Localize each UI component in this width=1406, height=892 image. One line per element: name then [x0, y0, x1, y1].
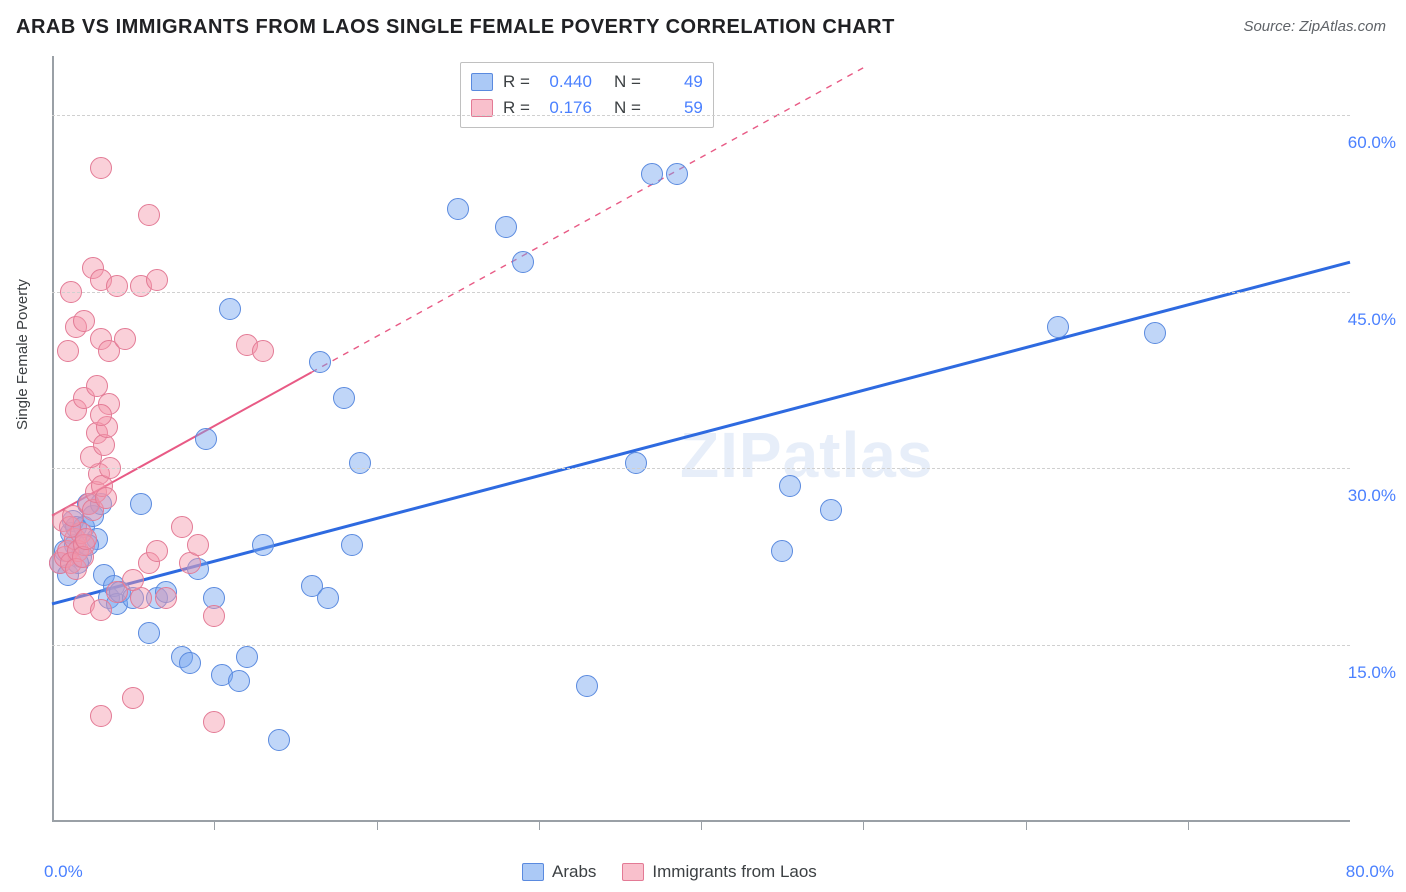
scatter-point-arabs [1047, 316, 1069, 338]
scatter-point-arabs [820, 499, 842, 521]
legend-stats-row-1: R = 0.176 N = 59 [471, 95, 703, 121]
scatter-point-laos [122, 687, 144, 709]
scatter-point-arabs [1144, 322, 1166, 344]
chart-header: ARAB VS IMMIGRANTS FROM LAOS SINGLE FEMA… [0, 0, 1406, 48]
scatter-point-arabs [219, 298, 241, 320]
scatter-point-laos [114, 328, 136, 350]
x-tick-mark [701, 822, 702, 830]
x-tick-mark [863, 822, 864, 830]
scatter-point-laos [122, 569, 144, 591]
legend-series: Arabs Immigrants from Laos [522, 862, 817, 882]
scatter-point-arabs [268, 729, 290, 751]
legend-swatch-pink [622, 863, 644, 881]
gridline-h [52, 468, 1350, 469]
scatter-point-arabs [512, 251, 534, 273]
scatter-point-laos [73, 310, 95, 332]
scatter-point-arabs [138, 622, 160, 644]
y-tick-label: 60.0% [1348, 133, 1396, 153]
scatter-point-laos [203, 711, 225, 733]
x-tick-mark [377, 822, 378, 830]
scatter-point-arabs [195, 428, 217, 450]
scatter-point-arabs [349, 452, 371, 474]
chart-title: ARAB VS IMMIGRANTS FROM LAOS SINGLE FEMA… [16, 16, 895, 39]
scatter-point-arabs [576, 675, 598, 697]
scatter-point-arabs [779, 475, 801, 497]
scatter-point-laos [75, 528, 97, 550]
scatter-point-laos [106, 275, 128, 297]
scatter-point-arabs [236, 646, 258, 668]
scatter-point-arabs [641, 163, 663, 185]
scatter-point-laos [90, 404, 112, 426]
scatter-point-arabs [252, 534, 274, 556]
scatter-point-arabs [333, 387, 355, 409]
legend-label-arabs: Arabs [552, 862, 596, 882]
scatter-point-arabs [625, 452, 647, 474]
y-tick-label: 45.0% [1348, 310, 1396, 330]
scatter-point-arabs [228, 670, 250, 692]
y-tick-label: 15.0% [1348, 663, 1396, 683]
scatter-point-arabs [447, 198, 469, 220]
x-tick-mark [1026, 822, 1027, 830]
scatter-point-arabs [341, 534, 363, 556]
n-label: N = [614, 72, 641, 92]
gridline-h [52, 645, 1350, 646]
scatter-point-laos [57, 340, 79, 362]
y-axis-label: Single Female Poverty [14, 279, 31, 430]
r-value-0: 0.440 [540, 72, 592, 92]
gridline-h [52, 115, 1350, 116]
x-tick-mark [214, 822, 215, 830]
y-tick-label: 30.0% [1348, 486, 1396, 506]
legend-stats: R = 0.440 N = 49 R = 0.176 N = 59 [460, 62, 714, 128]
n-value-0: 49 [651, 72, 703, 92]
scatter-point-laos [90, 599, 112, 621]
legend-item-laos: Immigrants from Laos [622, 862, 816, 882]
scatter-point-arabs [666, 163, 688, 185]
scatter-point-laos [187, 534, 209, 556]
scatter-point-arabs [317, 587, 339, 609]
points-layer [52, 56, 1350, 822]
source-credit: Source: ZipAtlas.com [1243, 18, 1386, 35]
scatter-point-laos [90, 705, 112, 727]
scatter-point-laos [146, 269, 168, 291]
scatter-point-laos [171, 516, 193, 538]
x-min-label: 0.0% [44, 862, 83, 882]
x-tick-mark [1188, 822, 1189, 830]
scatter-point-arabs [495, 216, 517, 238]
legend-swatch-blue [522, 863, 544, 881]
scatter-point-arabs [179, 652, 201, 674]
legend-label-laos: Immigrants from Laos [652, 862, 816, 882]
scatter-point-arabs [771, 540, 793, 562]
scatter-point-laos [252, 340, 274, 362]
scatter-point-arabs [130, 493, 152, 515]
legend-stats-row-0: R = 0.440 N = 49 [471, 69, 703, 95]
scatter-point-laos [155, 587, 177, 609]
x-max-label: 80.0% [1346, 862, 1394, 882]
x-tick-mark [539, 822, 540, 830]
scatter-point-laos [146, 540, 168, 562]
scatter-point-laos [90, 157, 112, 179]
r-label: R = [503, 72, 530, 92]
legend-stats-swatch-blue [471, 73, 493, 91]
legend-item-arabs: Arabs [522, 862, 596, 882]
scatter-point-arabs [309, 351, 331, 373]
scatter-point-laos [138, 204, 160, 226]
gridline-h [52, 292, 1350, 293]
scatter-point-laos [95, 487, 117, 509]
scatter-point-laos [203, 605, 225, 627]
